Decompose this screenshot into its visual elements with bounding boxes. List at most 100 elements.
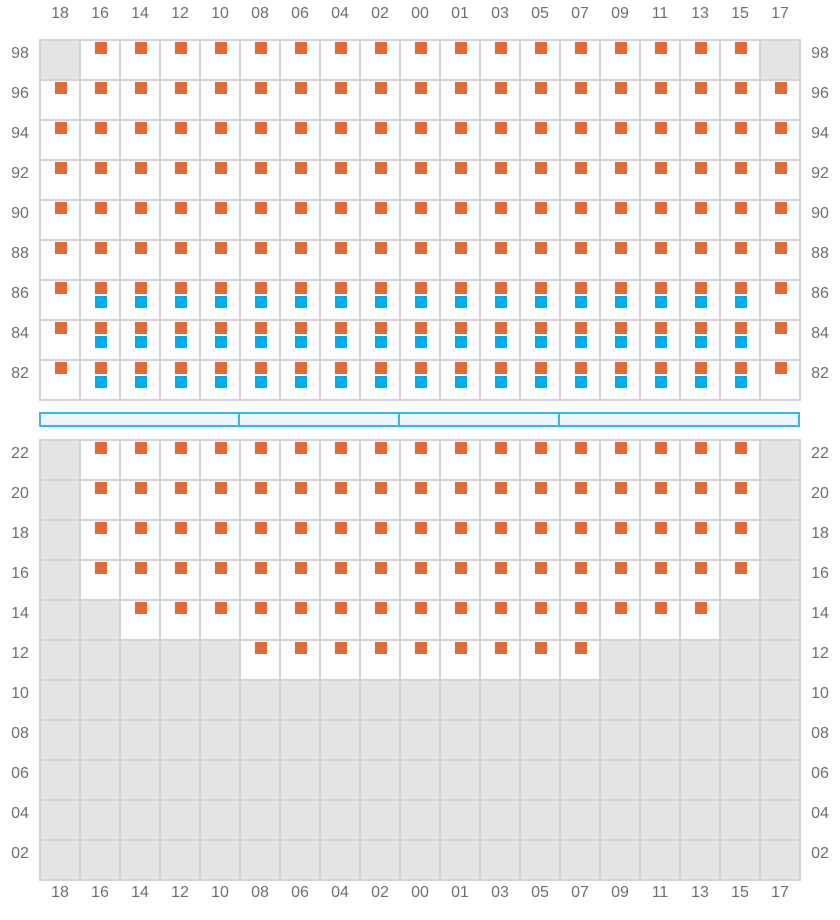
seat-cell[interactable] [521, 121, 561, 161]
seat-cell[interactable] [481, 641, 521, 681]
seat-cell[interactable] [241, 81, 281, 121]
seat-cell[interactable] [361, 121, 401, 161]
seat-cell[interactable] [401, 321, 441, 361]
seat-cell[interactable] [481, 281, 521, 321]
seat-cell[interactable] [401, 241, 441, 281]
seat-cell[interactable] [681, 361, 721, 401]
seat-cell[interactable] [121, 521, 161, 561]
seat-cell[interactable] [401, 601, 441, 641]
seat-cell[interactable] [361, 601, 401, 641]
seat-cell[interactable] [321, 41, 361, 81]
seat-cell[interactable] [321, 161, 361, 201]
seat-cell[interactable] [561, 121, 601, 161]
seat-cell[interactable] [481, 561, 521, 601]
seat-cell[interactable] [281, 641, 321, 681]
seat-cell[interactable] [241, 321, 281, 361]
seat-cell[interactable] [601, 441, 641, 481]
seat-cell[interactable] [761, 321, 801, 361]
seat-cell[interactable] [81, 361, 121, 401]
seat-cell[interactable] [721, 241, 761, 281]
seat-cell[interactable] [161, 601, 201, 641]
seat-cell[interactable] [201, 601, 241, 641]
seat-cell[interactable] [121, 201, 161, 241]
seat-cell[interactable] [161, 361, 201, 401]
seat-cell[interactable] [121, 161, 161, 201]
seat-cell[interactable] [361, 241, 401, 281]
seat-cell[interactable] [81, 521, 121, 561]
seat-cell[interactable] [241, 601, 281, 641]
seat-cell[interactable] [161, 81, 201, 121]
seat-cell[interactable] [561, 321, 601, 361]
seat-cell[interactable] [441, 641, 481, 681]
seat-cell[interactable] [721, 361, 761, 401]
seat-cell[interactable] [161, 441, 201, 481]
seat-cell[interactable] [641, 41, 681, 81]
seat-cell[interactable] [81, 201, 121, 241]
seat-cell[interactable] [121, 81, 161, 121]
seat-cell[interactable] [281, 481, 321, 521]
seat-cell[interactable] [161, 481, 201, 521]
seat-cell[interactable] [361, 441, 401, 481]
seat-cell[interactable] [281, 41, 321, 81]
seat-cell[interactable] [241, 561, 281, 601]
seat-cell[interactable] [161, 121, 201, 161]
seat-cell[interactable] [641, 601, 681, 641]
seat-cell[interactable] [721, 521, 761, 561]
seat-cell[interactable] [601, 161, 641, 201]
seat-cell[interactable] [481, 521, 521, 561]
seat-cell[interactable] [441, 201, 481, 241]
seat-cell[interactable] [161, 321, 201, 361]
seat-cell[interactable] [41, 321, 81, 361]
seat-cell[interactable] [201, 441, 241, 481]
seat-cell[interactable] [681, 481, 721, 521]
seat-cell[interactable] [721, 161, 761, 201]
seat-cell[interactable] [441, 121, 481, 161]
seat-cell[interactable] [281, 241, 321, 281]
seat-cell[interactable] [481, 361, 521, 401]
seat-cell[interactable] [321, 121, 361, 161]
seat-cell[interactable] [521, 481, 561, 521]
seat-cell[interactable] [401, 281, 441, 321]
seat-cell[interactable] [441, 441, 481, 481]
seat-cell[interactable] [561, 161, 601, 201]
seat-cell[interactable] [721, 201, 761, 241]
seat-cell[interactable] [81, 561, 121, 601]
seat-cell[interactable] [681, 241, 721, 281]
seat-cell[interactable] [521, 281, 561, 321]
seat-cell[interactable] [601, 601, 641, 641]
seat-cell[interactable] [241, 521, 281, 561]
seat-cell[interactable] [321, 281, 361, 321]
seat-cell[interactable] [521, 361, 561, 401]
seat-cell[interactable] [201, 321, 241, 361]
seat-cell[interactable] [481, 81, 521, 121]
seat-cell[interactable] [41, 161, 81, 201]
seat-cell[interactable] [81, 81, 121, 121]
seat-cell[interactable] [681, 81, 721, 121]
seat-cell[interactable] [441, 241, 481, 281]
seat-cell[interactable] [521, 601, 561, 641]
seat-cell[interactable] [41, 81, 81, 121]
seat-cell[interactable] [601, 361, 641, 401]
seat-cell[interactable] [281, 321, 321, 361]
seat-cell[interactable] [481, 321, 521, 361]
seat-cell[interactable] [121, 481, 161, 521]
seat-cell[interactable] [201, 481, 241, 521]
seat-cell[interactable] [481, 161, 521, 201]
seat-cell[interactable] [401, 201, 441, 241]
seat-cell[interactable] [601, 561, 641, 601]
seat-cell[interactable] [121, 561, 161, 601]
seat-cell[interactable] [521, 161, 561, 201]
seat-cell[interactable] [81, 241, 121, 281]
seat-cell[interactable] [281, 201, 321, 241]
seat-cell[interactable] [681, 121, 721, 161]
seat-cell[interactable] [441, 561, 481, 601]
seat-cell[interactable] [321, 441, 361, 481]
seat-cell[interactable] [281, 121, 321, 161]
seat-cell[interactable] [41, 241, 81, 281]
seat-cell[interactable] [401, 361, 441, 401]
seat-cell[interactable] [721, 41, 761, 81]
seat-cell[interactable] [761, 241, 801, 281]
seat-cell[interactable] [641, 441, 681, 481]
seat-cell[interactable] [161, 41, 201, 81]
seat-cell[interactable] [201, 521, 241, 561]
